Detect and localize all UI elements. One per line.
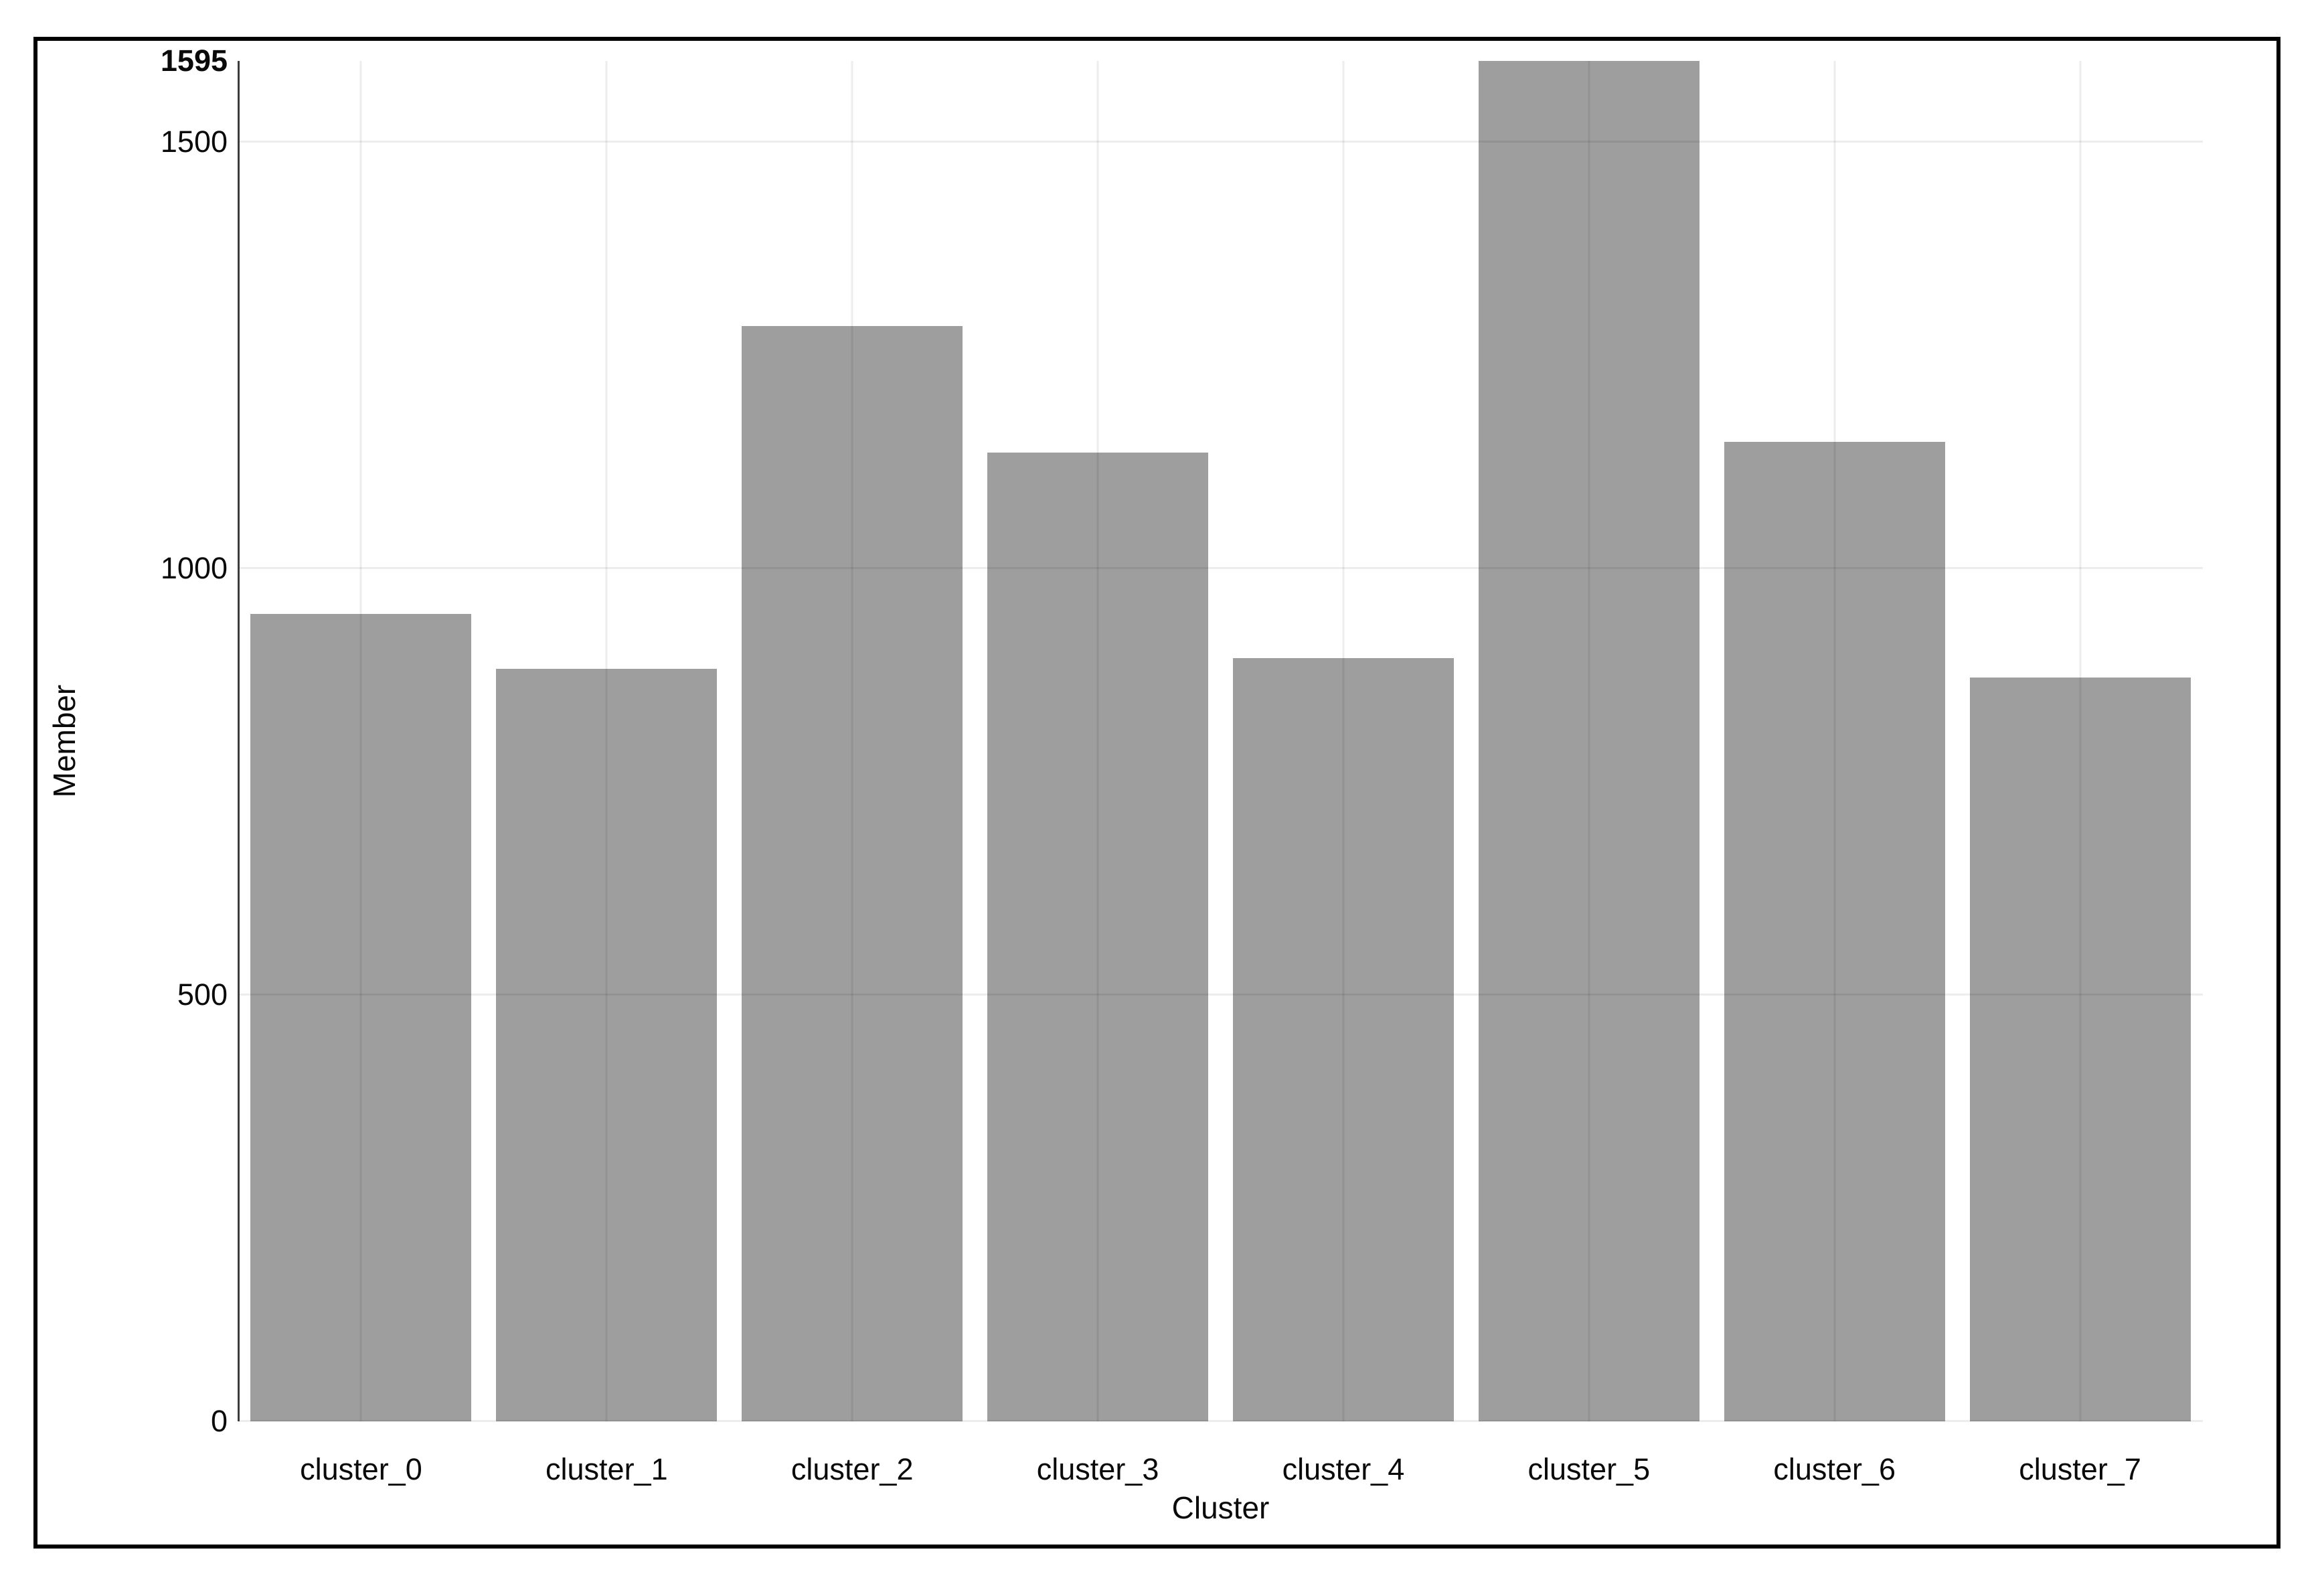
vertical-gridline (851, 61, 853, 1421)
horizontal-gridline (238, 994, 2203, 996)
plot-area (238, 61, 2203, 1422)
bar-cluster_6 (1724, 442, 1945, 1421)
vertical-gridline (359, 61, 362, 1421)
y-tick-label: 500 (177, 977, 228, 1012)
vertical-gridline (605, 61, 608, 1421)
x-tick-label: cluster_1 (546, 1452, 668, 1486)
bar-cluster_5 (1478, 61, 1699, 1421)
x-axis-title: Cluster (1171, 1490, 1270, 1525)
vertical-gridline (2079, 61, 2082, 1421)
vertical-gridline (1096, 61, 1099, 1421)
vertical-gridline (1588, 61, 1590, 1421)
y-tick-label: 0 (210, 1404, 228, 1438)
y-tick-label: 1000 (160, 551, 228, 586)
x-tick-label: cluster_5 (1527, 1452, 1651, 1486)
y-tick-label: 1500 (160, 125, 228, 159)
vertical-gridline (1342, 61, 1345, 1421)
horizontal-gridline (238, 1420, 2203, 1422)
y-tick-label: 1595 (160, 44, 228, 78)
horizontal-gridline (238, 567, 2203, 570)
x-tick-label: cluster_7 (2019, 1452, 2141, 1486)
bar-cluster_0 (250, 613, 472, 1421)
bar-cluster_4 (1232, 657, 1454, 1421)
x-tick-label: cluster_0 (300, 1452, 422, 1486)
bar-cluster_1 (496, 669, 718, 1421)
x-tick-label: cluster_6 (1773, 1452, 1896, 1486)
x-tick-label: cluster_3 (1036, 1452, 1159, 1486)
bar-cluster_2 (742, 326, 963, 1421)
x-tick-label: cluster_4 (1282, 1452, 1405, 1486)
y-axis-line (238, 61, 240, 1421)
chart-panel: 0 500 1000 1500 1595 cluster_0 cluster_1 clust… (33, 37, 2280, 1549)
horizontal-gridline (238, 141, 2203, 143)
x-tick-label: cluster_2 (791, 1452, 914, 1486)
vertical-gridline (1833, 61, 1836, 1421)
bar-cluster_7 (1969, 678, 2191, 1421)
bar-cluster_3 (987, 452, 1209, 1421)
y-axis-title: Member (47, 684, 82, 798)
